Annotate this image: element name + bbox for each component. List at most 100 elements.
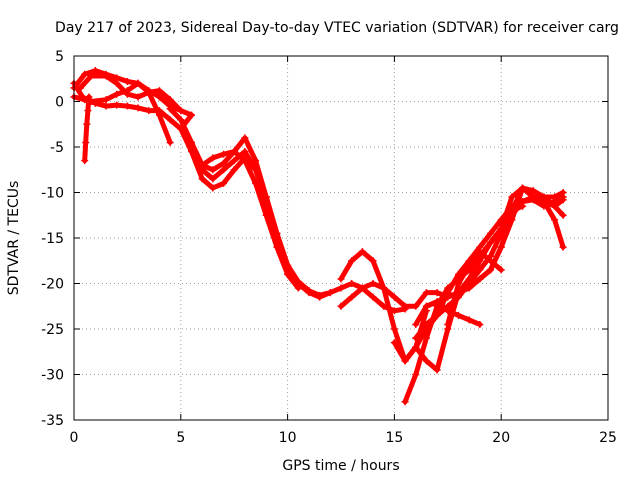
data-point [412,334,420,342]
data-point [551,193,559,201]
data-point [348,280,356,287]
data-point [113,101,121,109]
data-point [220,166,228,174]
data-point [390,293,398,301]
data-point [294,284,302,292]
data-point [369,280,377,287]
data-point [155,87,163,95]
data-point [252,157,260,165]
data-point [454,280,462,287]
data-point [519,202,527,210]
series-line [199,149,301,291]
series-line [77,73,184,114]
data-point [444,293,452,301]
data-point [422,302,430,310]
series-track-18 [422,298,484,328]
data-point [177,125,185,133]
x-tick-label: 20 [492,430,510,446]
series-track-5 [81,93,93,165]
data-point [123,90,131,98]
data-point [262,193,270,201]
data-point [87,72,95,80]
data-point [433,298,441,306]
data-point [519,184,527,192]
data-point [444,320,452,328]
series-track-9 [198,148,302,292]
data-point [358,284,366,292]
data-point [220,179,228,187]
data-point [433,311,441,319]
y-tick-label: -5 [50,140,64,156]
series-line [178,126,333,300]
data-point [559,211,567,219]
data-point [380,284,388,292]
data-point [412,302,420,310]
chart-title: Day 217 of 2023, Sidereal Day-to-day VTE… [55,20,619,36]
data-point [102,102,110,110]
data-point [465,280,473,287]
series-line [413,185,566,373]
data-point [209,184,217,192]
data-point [551,216,559,224]
data-point [497,243,505,251]
data-point [166,96,174,104]
data-point [422,334,430,342]
data-point [102,96,110,104]
y-tick-label: -15 [41,231,64,247]
data-point [337,284,345,292]
y-tick-label: -20 [41,277,64,293]
data-point [76,84,84,92]
data-point [487,266,495,274]
data-point [497,266,505,274]
series-track-4 [76,72,185,115]
data-point [209,154,217,162]
data-point [123,102,131,110]
data-point [155,93,163,101]
data-point [262,211,270,219]
x-tick-label: 0 [70,430,79,446]
data-point [422,357,430,365]
series-track-17 [444,248,505,328]
data-point [305,289,313,297]
data-point [241,148,249,156]
data-point [401,357,409,365]
series-line [82,94,92,164]
series-line [445,249,504,327]
y-tick-label: -30 [41,368,64,384]
data-point [422,320,430,328]
data-point [326,289,334,297]
data-point [230,148,238,156]
data-point [348,293,356,301]
data-point [497,229,505,237]
data-point [348,257,356,265]
data-point [369,293,377,301]
data-point [454,311,462,319]
data-point [166,138,174,146]
y-tick-label: -10 [41,186,64,202]
data-point [487,257,495,265]
data-point [198,161,206,169]
data-point [559,189,567,196]
data-point [401,398,409,406]
data-point [476,275,484,283]
series-track-11 [337,193,567,310]
data-point [209,166,217,174]
data-point [465,316,473,324]
y-tick-label: 0 [55,95,64,111]
series-track-7 [177,125,334,301]
data-point [476,248,484,256]
data-point [284,270,292,278]
data-point [358,248,366,256]
data-point [113,79,121,87]
plot-frame [73,55,609,421]
x-tick-label: 15 [385,430,403,446]
data-point [230,166,238,174]
data-point [83,120,91,128]
data-point [476,266,484,274]
series-group [70,67,567,406]
data-point [198,175,206,183]
data-point [412,371,420,378]
data-point [444,307,452,315]
data-point [390,339,398,347]
data-point [508,207,516,215]
